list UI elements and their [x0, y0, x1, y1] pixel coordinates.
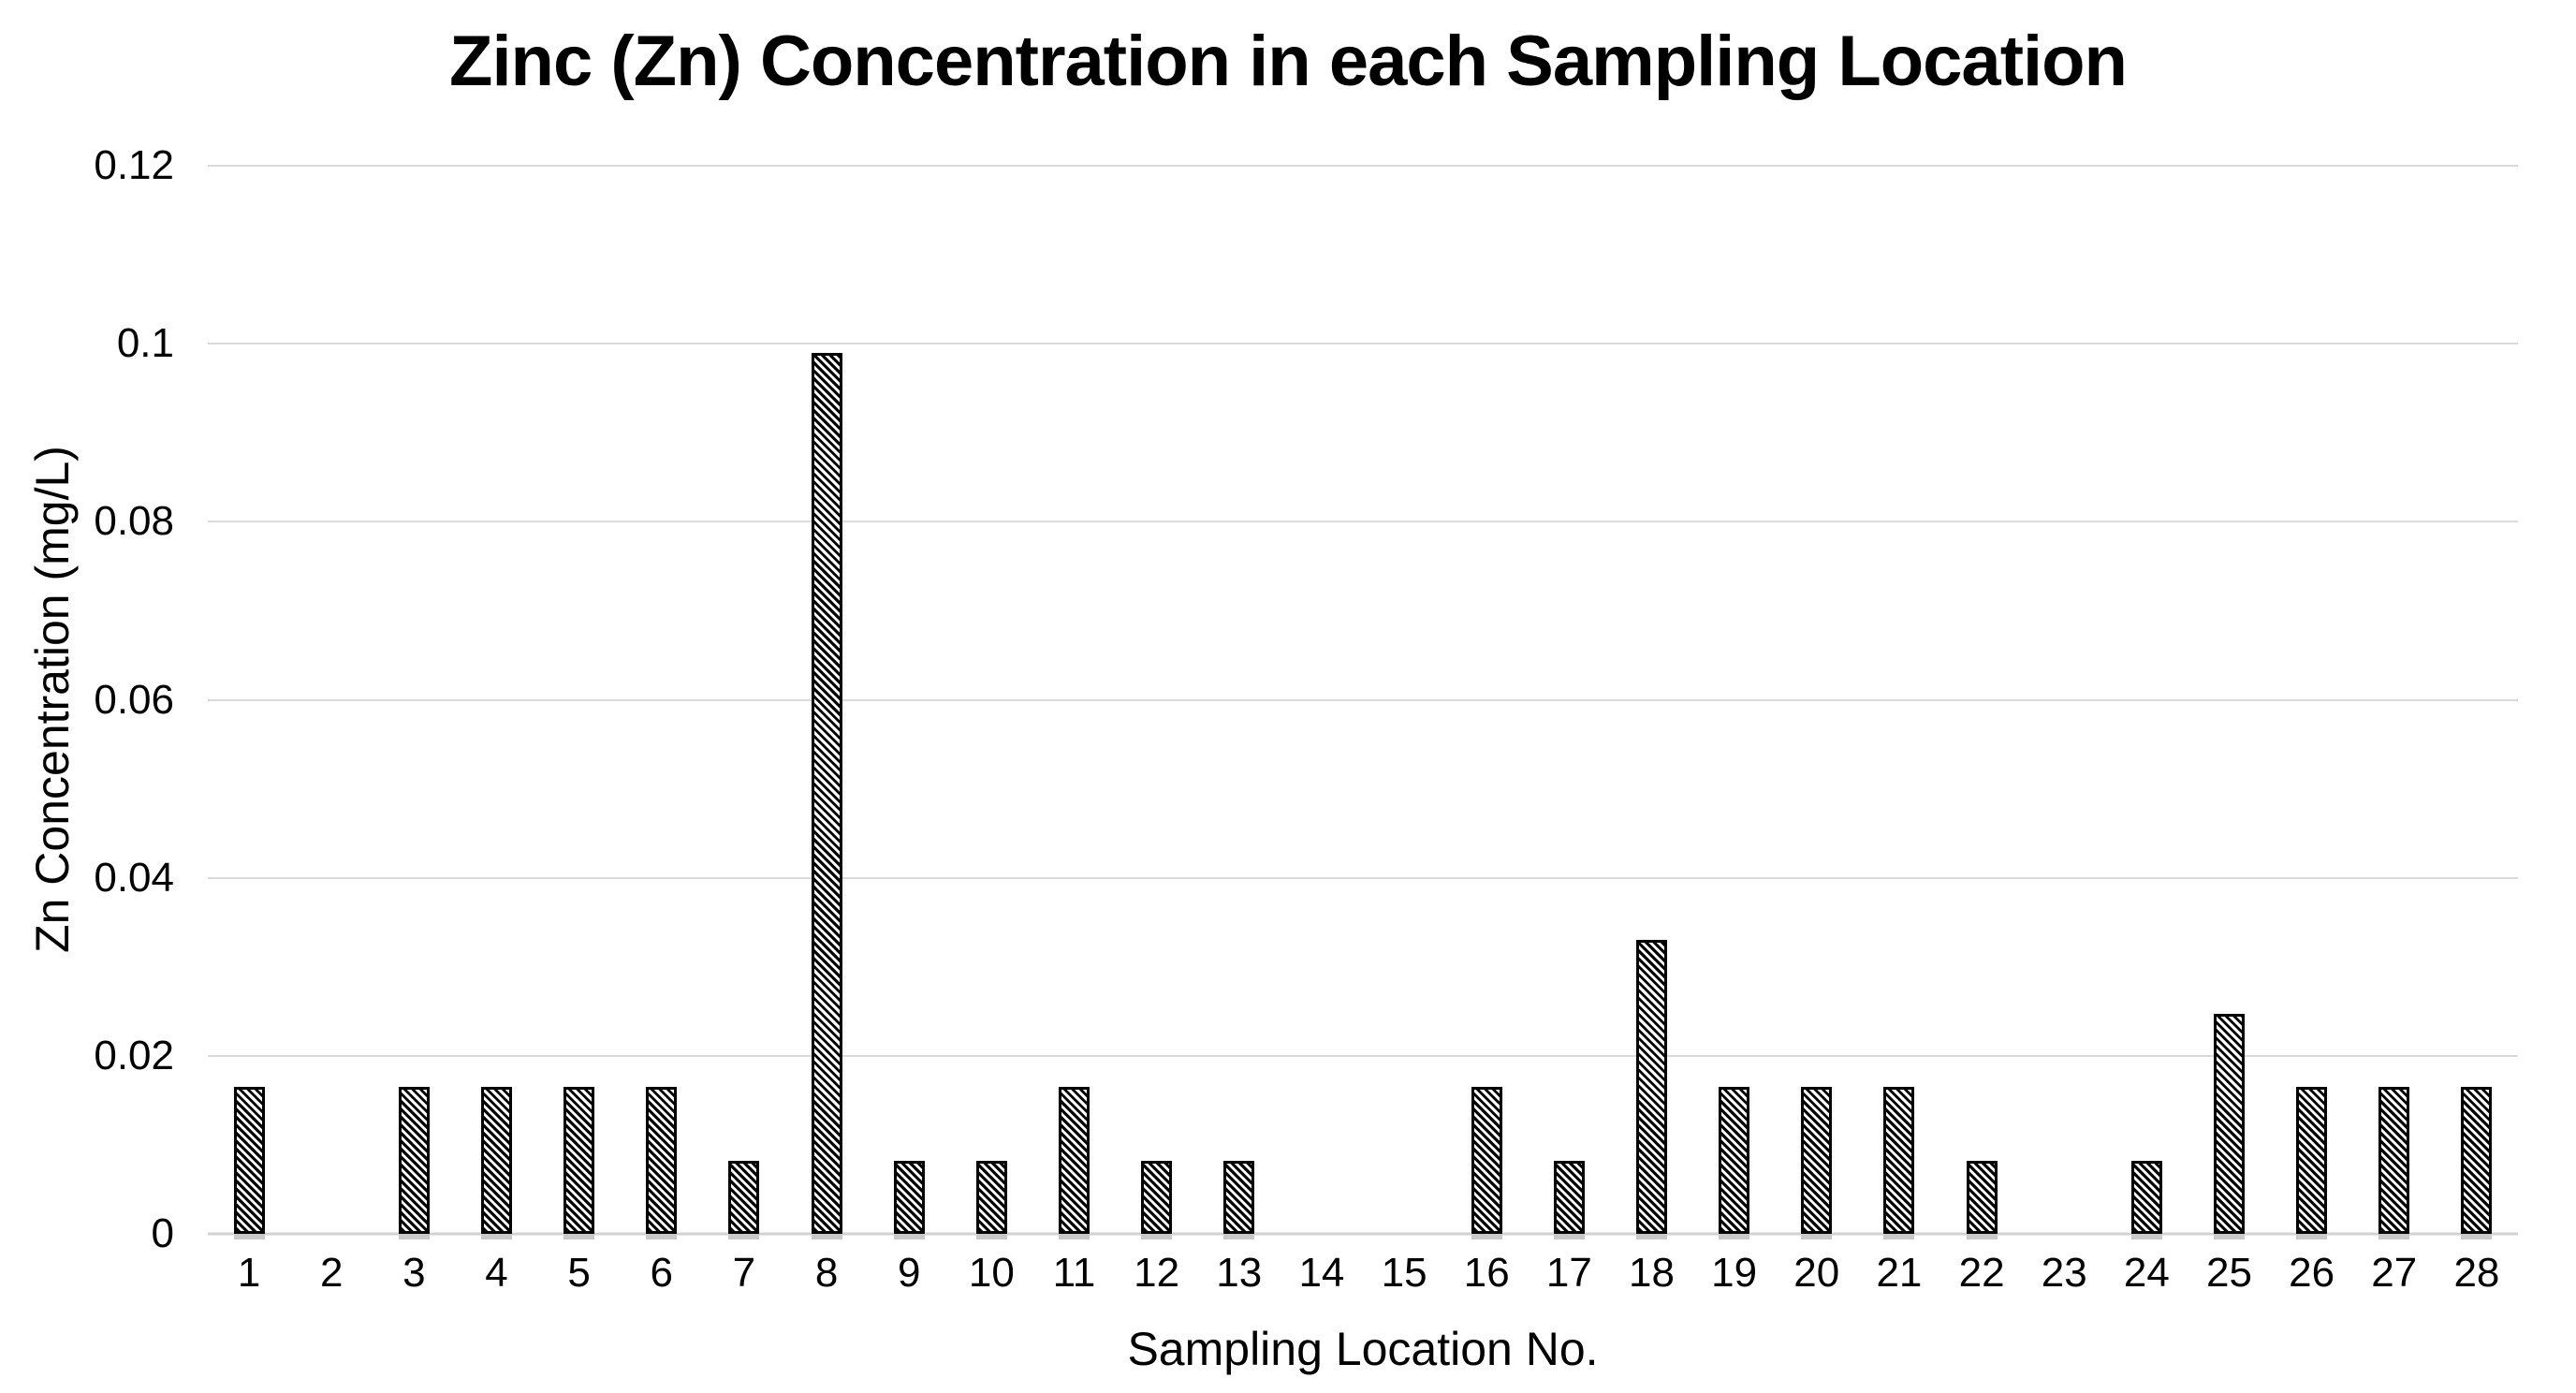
x-tick-label: 11 [1052, 1250, 1096, 1296]
x-tick-label: 20 [1793, 1250, 1840, 1296]
gridline [208, 876, 2518, 879]
x-tick-label: 12 [1134, 1250, 1180, 1296]
bar-location-18 [1636, 940, 1667, 1239]
x-tick-label: 10 [968, 1250, 1015, 1296]
bar-location-13 [1223, 1161, 1255, 1239]
gridline [208, 165, 2518, 167]
y-tick-label: 0.08 [94, 498, 174, 545]
bar-location-20 [1801, 1087, 1833, 1239]
bar-location-24 [2130, 1161, 2162, 1239]
x-tick-label: 17 [1545, 1250, 1592, 1296]
bar-location-25 [2214, 1014, 2245, 1239]
x-tick-label: 16 [1463, 1250, 1510, 1296]
gridline [208, 1054, 2518, 1057]
plot-area: 0 0.02 0.04 0.06 0.08 0.1 0.12 1 2 3 4 5 6 7 8 9 10 11 12 1… [94, 145, 2518, 1294]
x-tick-label: 2 [319, 1250, 344, 1296]
chart-title: Zinc (Zn) Concentration in each Sampling… [449, 22, 2128, 101]
x-tick-label: 22 [1958, 1250, 2005, 1296]
bar-location-22 [1966, 1161, 1998, 1239]
x-tick-label: 27 [2371, 1250, 2418, 1296]
bar-location-9 [893, 1161, 925, 1239]
bar-location-5 [564, 1087, 595, 1239]
x-tick-label: 9 [897, 1250, 921, 1296]
x-tick-label: 18 [1629, 1250, 1675, 1296]
x-tick-label: 8 [814, 1250, 839, 1296]
y-tick-label: 0.02 [94, 1032, 174, 1078]
x-tick-label: 21 [1876, 1250, 1923, 1296]
bar-location-21 [1883, 1087, 1915, 1239]
x-tick-label: 28 [2453, 1250, 2500, 1296]
x-tick-label: 14 [1298, 1250, 1345, 1296]
gridline [208, 698, 2518, 701]
x-tick-label: 19 [1711, 1250, 1758, 1296]
x-tick-label: 6 [650, 1250, 674, 1296]
y-tick-label: 0.1 [116, 320, 174, 367]
x-axis-title: Sampling Location No. [1127, 1323, 1599, 1375]
x-tick-label: 5 [567, 1250, 591, 1296]
bar-location-26 [2296, 1087, 2328, 1239]
x-tick-label: 26 [2289, 1250, 2335, 1296]
y-tick-label: 0.04 [94, 854, 174, 901]
bar-location-6 [646, 1087, 678, 1239]
x-tick-label: 3 [402, 1250, 426, 1296]
bar-location-19 [1719, 1087, 1750, 1239]
x-tick-label: 4 [485, 1250, 508, 1296]
x-tick-label: 1 [237, 1250, 261, 1296]
x-tick-label: 24 [2123, 1250, 2170, 1296]
bar-location-16 [1471, 1087, 1502, 1239]
bar-location-17 [1553, 1161, 1585, 1239]
bar-location-7 [728, 1161, 760, 1239]
gridline [208, 343, 2518, 345]
x-tick-label: 7 [732, 1250, 756, 1296]
gridline [208, 521, 2518, 523]
y-tick-label: 0.06 [94, 676, 174, 723]
bar-location-28 [2461, 1087, 2493, 1239]
bar-location-3 [398, 1087, 430, 1239]
x-tick-label: 25 [2206, 1250, 2252, 1296]
bar-location-8 [811, 353, 842, 1239]
x-tick-label: 23 [2041, 1250, 2087, 1296]
bar-location-10 [975, 1161, 1007, 1239]
y-axis-title: Zn Concentration (mg/L) [26, 446, 79, 953]
bar-location-11 [1059, 1087, 1090, 1239]
y-tick-label: 0.12 [94, 142, 174, 188]
y-tick-label: 0 [151, 1210, 174, 1256]
x-tick-label: 15 [1381, 1250, 1427, 1296]
bar-location-27 [2378, 1087, 2410, 1239]
bar-location-4 [481, 1087, 512, 1239]
x-axis-line [208, 1232, 2518, 1236]
bar-location-1 [233, 1087, 265, 1239]
bar-location-12 [1141, 1161, 1173, 1239]
x-tick-label: 13 [1216, 1250, 1263, 1296]
